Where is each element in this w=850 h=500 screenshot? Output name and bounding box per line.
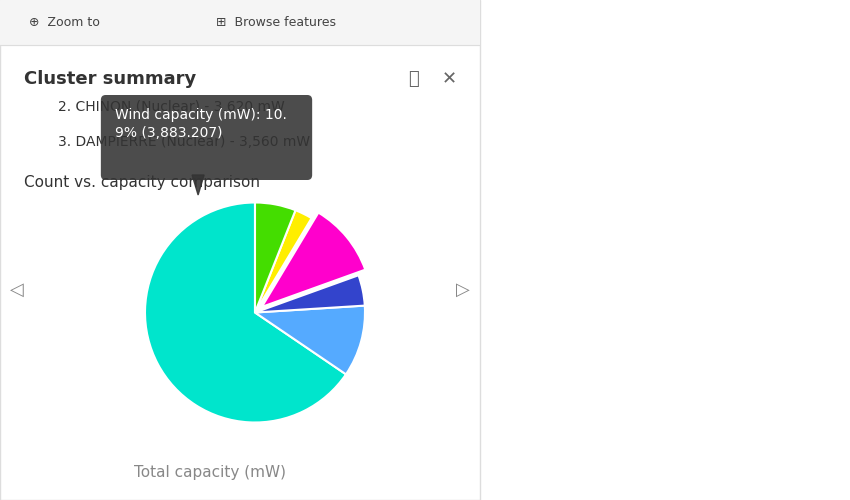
FancyBboxPatch shape bbox=[101, 95, 312, 180]
Bar bbox=[0, 0, 480, 45]
Wedge shape bbox=[262, 212, 366, 307]
Text: ⊞  Browse features: ⊞ Browse features bbox=[216, 16, 336, 29]
Wedge shape bbox=[255, 306, 365, 374]
Text: ✕: ✕ bbox=[442, 70, 457, 88]
Wedge shape bbox=[255, 202, 296, 312]
Text: ◁: ◁ bbox=[9, 281, 24, 299]
Text: 2. CHINON (Nuclear) - 3,620 mW: 2. CHINON (Nuclear) - 3,620 mW bbox=[58, 100, 285, 114]
Text: Wind capacity (mW): 10.
9% (3,883.207): Wind capacity (mW): 10. 9% (3,883.207) bbox=[116, 108, 287, 140]
Text: Count vs. capacity comparison: Count vs. capacity comparison bbox=[24, 175, 260, 190]
Text: ⧉: ⧉ bbox=[408, 70, 419, 88]
Wedge shape bbox=[145, 202, 346, 422]
Wedge shape bbox=[255, 210, 312, 312]
Text: Total capacity (mW): Total capacity (mW) bbox=[134, 465, 286, 480]
FancyBboxPatch shape bbox=[0, 0, 480, 500]
Text: ⊕  Zoom to: ⊕ Zoom to bbox=[29, 16, 99, 29]
Text: Cluster summary: Cluster summary bbox=[24, 70, 196, 88]
Polygon shape bbox=[192, 175, 204, 195]
Wedge shape bbox=[255, 275, 365, 312]
Text: 3. DAMPIERRE (Nuclear) - 3,560 mW: 3. DAMPIERRE (Nuclear) - 3,560 mW bbox=[58, 135, 309, 149]
Text: ▷: ▷ bbox=[456, 281, 470, 299]
